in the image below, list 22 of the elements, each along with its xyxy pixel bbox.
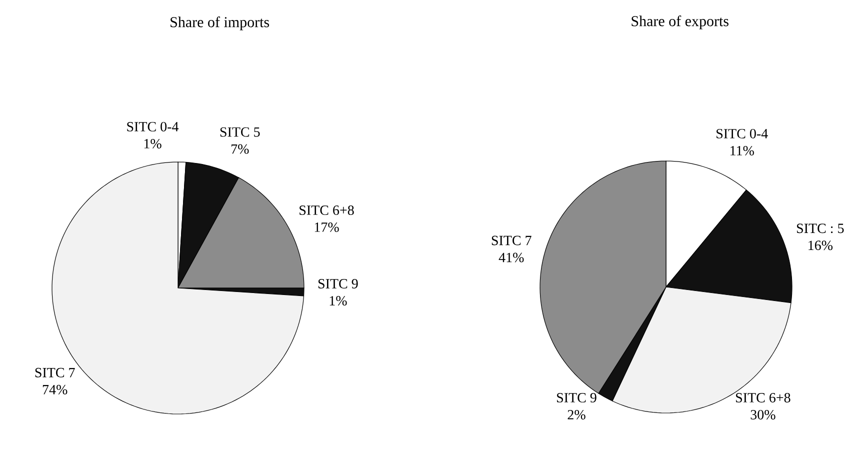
data-label: 1% [330, 296, 347, 306]
data-label: 74% [42, 384, 68, 394]
data-label: 1% [144, 138, 162, 148]
data-label: 16% [808, 240, 833, 250]
slice-label: SITC 7 [492, 236, 532, 246]
slice-label: SITC 9 [318, 279, 358, 288]
data-label: 2% [568, 410, 586, 420]
slice-label: SITC 5 [220, 127, 260, 137]
slice-label: SITC : 5 [796, 224, 844, 234]
slice-label: SITC 6+8 [736, 392, 790, 402]
data-label: 17% [314, 222, 339, 232]
data-label: 30% [750, 410, 776, 420]
slice-label: SITC 7 [35, 368, 75, 378]
slice-label: SITC 6+8 [300, 205, 354, 215]
slice-label: SITC 9 [557, 393, 596, 402]
data-label: 7% [231, 144, 249, 154]
slice-label: SITC 0-4 [716, 128, 768, 138]
slice-label: SITC 0-4 [127, 122, 179, 132]
chart-title: Share of exports [632, 16, 728, 30]
data-label: 41% [498, 252, 524, 262]
data-label: 11% [730, 146, 754, 156]
chart-title: Share of imports [170, 16, 270, 30]
